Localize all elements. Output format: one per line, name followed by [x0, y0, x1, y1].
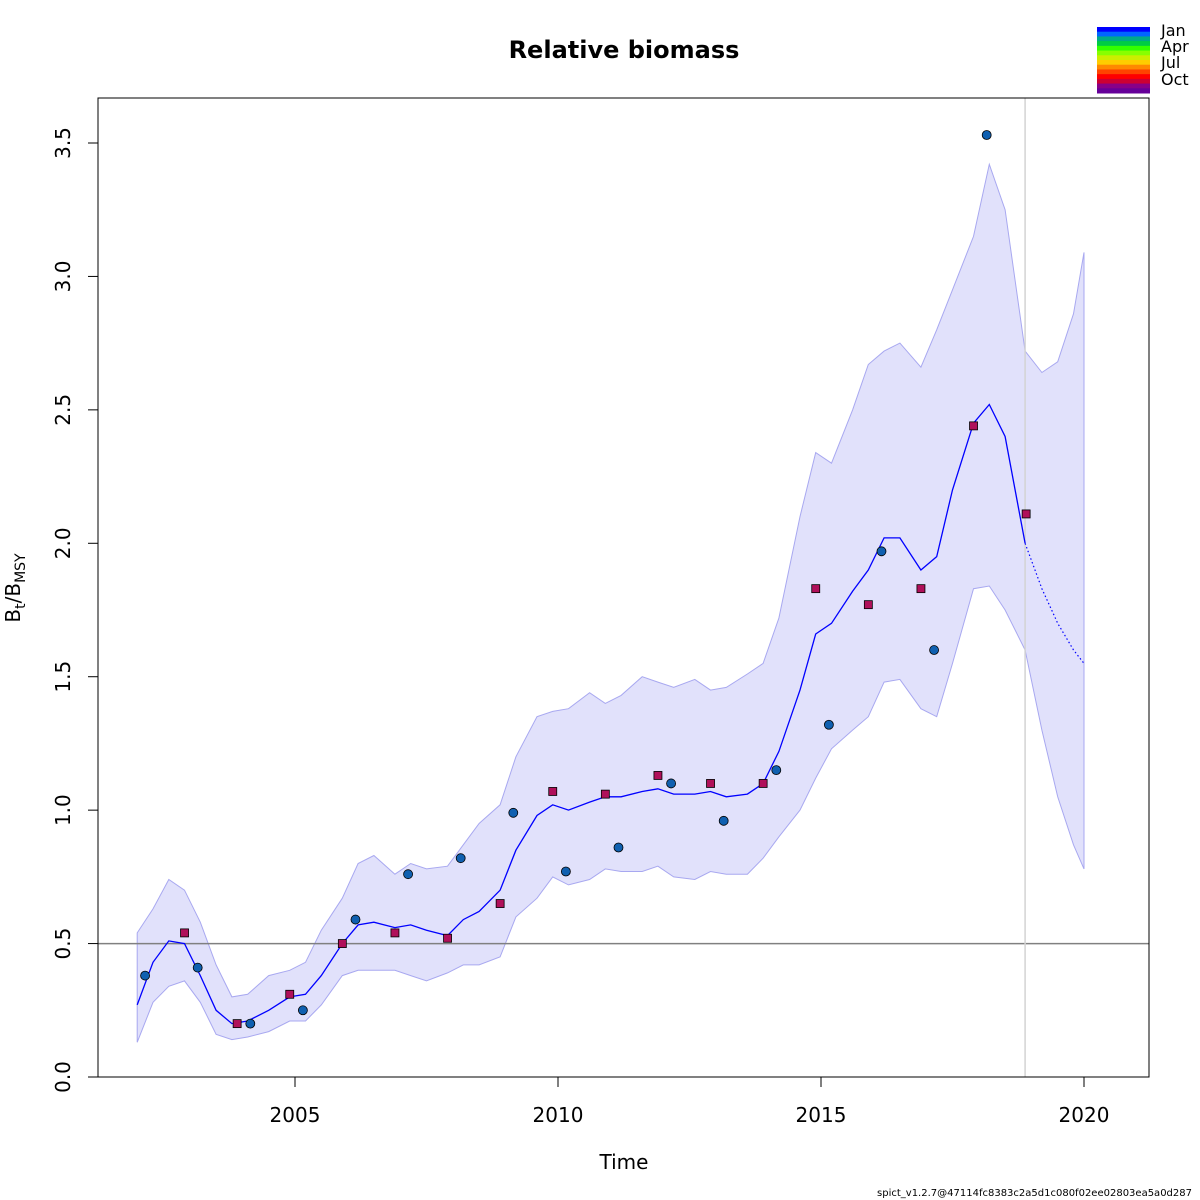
confidence-band: [136, 162, 1085, 1043]
legend-color-swatch: [1097, 64, 1150, 70]
legend-color-swatch: [1097, 45, 1150, 52]
y-tick-label: 3.0: [51, 261, 75, 293]
legend-color-swatch: [1097, 74, 1150, 80]
observation-point-jan: [350, 914, 361, 925]
observation-point-oct: [180, 928, 189, 938]
footer-version: spict_v1.2.7@47114fc8383c2a5d1c080f02ee0…: [877, 1188, 1192, 1199]
y-tick-label: 3.5: [51, 127, 75, 159]
legend-color-swatch: [1097, 27, 1150, 33]
observation-point-oct: [443, 933, 452, 943]
observation-point-jan: [245, 1018, 256, 1029]
observation-point-jan: [297, 1005, 308, 1016]
observation-point-jan: [613, 842, 624, 853]
legend-color-swatch: [1097, 69, 1150, 75]
legend-color-swatch: [1097, 55, 1150, 61]
observation-point-oct: [706, 779, 715, 788]
observation-point-oct: [811, 584, 821, 594]
legend-color-swatch: [1097, 36, 1150, 42]
observation-point-jan: [929, 645, 939, 655]
y-label-slash: /B: [1, 583, 25, 603]
observation-point-oct: [1021, 509, 1031, 519]
y-tick-label: 2.5: [51, 394, 75, 426]
legend-color-swatch: [1097, 88, 1150, 94]
legend-label: Jan: [1160, 21, 1186, 40]
observation-point-jan: [455, 853, 466, 864]
y-label-sub1: t: [13, 603, 29, 609]
x-axis: 2005 2010 2015 2020: [270, 1076, 1110, 1127]
y-tick-label: 0.5: [51, 928, 75, 960]
y-axis: 0.0 0.5 1.0 1.5 2.0 2.5 3.0 3.5: [51, 127, 99, 1093]
observation-point-oct: [285, 989, 295, 999]
observation-point-jan: [823, 719, 834, 730]
observation-point-oct: [916, 584, 926, 594]
observation-point-oct: [758, 779, 768, 788]
observation-point-jan: [192, 962, 203, 973]
observation-point-oct: [600, 789, 610, 799]
legend-label: Oct: [1161, 70, 1189, 89]
y-tick-label: 2.0: [51, 527, 75, 559]
legend-color-swatch: [1097, 41, 1150, 47]
legend-color-swatch: [1097, 83, 1150, 89]
y-tick-label: 1.5: [51, 661, 75, 693]
observation-point-oct: [337, 939, 347, 948]
biomass-estimate-line: [136, 403, 1026, 1025]
observation-point-jan: [718, 815, 729, 826]
y-tick-label: 1.0: [51, 794, 75, 826]
y-tick-label: 0.0: [51, 1061, 75, 1093]
observation-point-jan: [140, 970, 150, 981]
observation-point-jan: [981, 130, 992, 140]
observation-point-oct: [653, 771, 663, 780]
x-tick-label: 2005: [270, 1103, 321, 1127]
observation-point-oct: [232, 1019, 242, 1029]
legend-label: Jul: [1160, 53, 1180, 72]
observation-point-oct: [548, 787, 558, 796]
observation-point-jan: [403, 869, 413, 880]
observation-point-jan: [666, 778, 676, 789]
observation-point-jan: [771, 765, 782, 776]
plot-area: [98, 98, 1149, 1077]
observation-point-jan: [560, 866, 571, 877]
chart-title: Relative biomass: [509, 36, 740, 64]
legend-label: Apr: [1161, 37, 1189, 56]
legend-color-swatch: [1097, 60, 1150, 66]
x-tick-label: 2015: [796, 1103, 847, 1127]
observation-point-jan: [508, 807, 519, 818]
legend-color-swatch: [1097, 31, 1150, 37]
observation-point-jan: [876, 546, 887, 557]
observation-point-oct: [969, 421, 978, 431]
x-axis-label: Time: [599, 1150, 649, 1174]
observation-point-oct: [495, 899, 505, 908]
x-tick-label: 2020: [1059, 1103, 1110, 1127]
y-axis-label: Bt/BMSY: [1, 553, 29, 623]
y-label-sub2: MSY: [13, 553, 29, 583]
observation-point-oct: [390, 928, 400, 938]
x-tick-label: 2010: [533, 1103, 584, 1127]
legend-color-swatch: [1097, 50, 1150, 56]
legend-color-swatch: [1097, 78, 1150, 85]
y-label-main: B: [1, 609, 25, 623]
observation-points: [140, 130, 1031, 1029]
observation-point-oct: [863, 600, 873, 610]
forecast-line: [1024, 543, 1085, 664]
